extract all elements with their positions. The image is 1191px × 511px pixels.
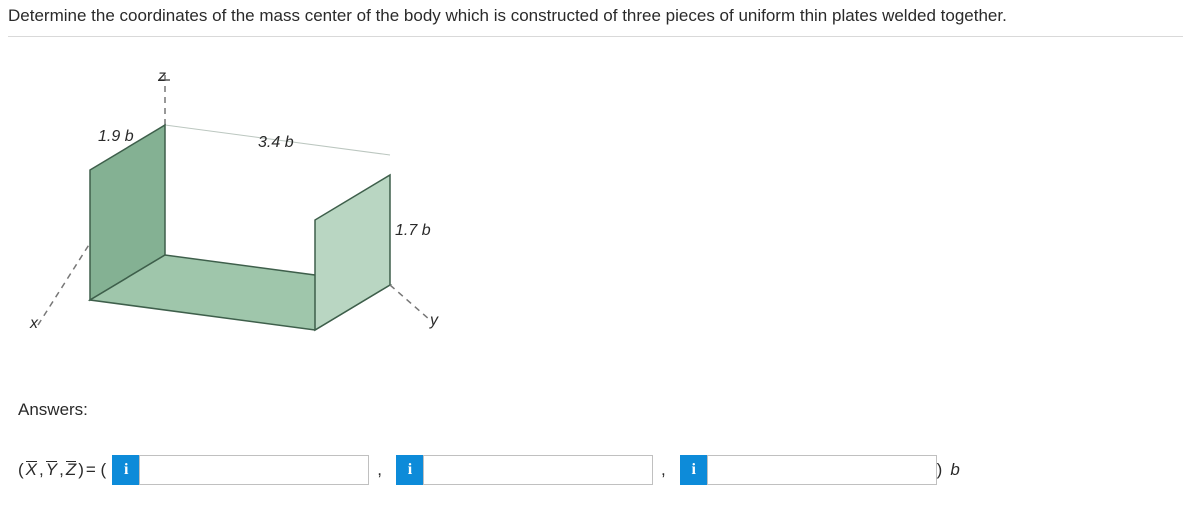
comma-1: , bbox=[377, 460, 382, 480]
axis-z-label: z bbox=[158, 68, 166, 86]
dim-front: 1.7 b bbox=[395, 222, 431, 240]
question-text: Determine the coordinates of the mass ce… bbox=[8, 6, 1183, 37]
close-paren: ) bbox=[937, 460, 943, 480]
var-y: Y bbox=[46, 460, 57, 480]
unit-label: b bbox=[950, 460, 959, 480]
answer-prefix: (X, Y, Z) = ( bbox=[18, 460, 106, 480]
input-x[interactable] bbox=[139, 455, 369, 485]
dim-back: 1.9 b bbox=[98, 128, 134, 146]
answers-label: Answers: bbox=[18, 400, 88, 420]
input-y[interactable] bbox=[423, 455, 653, 485]
figure: z x y 1.9 b 3.4 b 1.7 b bbox=[30, 70, 450, 360]
answer-row: (X, Y, Z) = ( i , i , i ) b bbox=[18, 455, 960, 485]
info-icon: i bbox=[112, 455, 140, 485]
var-z: Z bbox=[66, 460, 76, 480]
equals-text: = ( bbox=[86, 460, 106, 480]
var-x: X bbox=[26, 460, 37, 480]
input-z[interactable] bbox=[707, 455, 937, 485]
plate-diagram bbox=[30, 70, 450, 360]
axis-x-label: x bbox=[30, 315, 38, 333]
comma-2: , bbox=[661, 460, 666, 480]
dim-length: 3.4 b bbox=[258, 134, 294, 152]
info-icon: i bbox=[396, 455, 424, 485]
info-icon: i bbox=[680, 455, 708, 485]
axis-y-label: y bbox=[430, 312, 438, 330]
